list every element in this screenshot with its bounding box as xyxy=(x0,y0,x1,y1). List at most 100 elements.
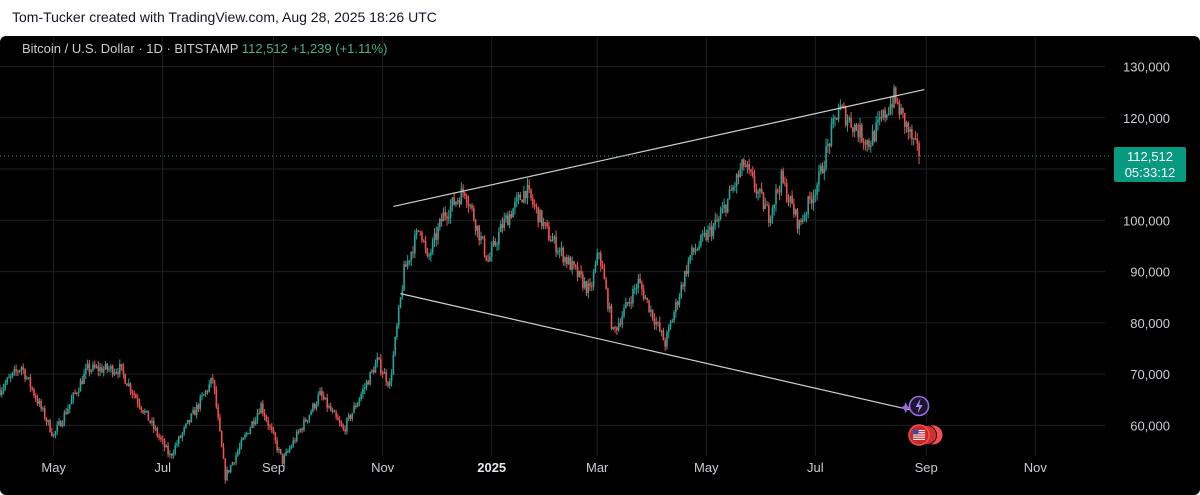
candle xyxy=(542,217,545,230)
candle-body xyxy=(340,422,343,426)
candle-body xyxy=(705,232,708,240)
event-markers[interactable] xyxy=(900,395,943,446)
candle xyxy=(440,213,443,227)
candle-body xyxy=(351,412,354,419)
candle xyxy=(206,389,209,395)
candle xyxy=(399,296,402,309)
candle-body xyxy=(251,421,253,428)
candle xyxy=(755,183,758,199)
candle-body xyxy=(446,216,448,219)
candle xyxy=(249,426,252,435)
candle-body xyxy=(864,142,867,145)
candle xyxy=(494,237,497,248)
candle xyxy=(823,160,826,181)
candle xyxy=(902,107,904,119)
candle-body xyxy=(574,265,577,267)
candle xyxy=(515,192,518,208)
candle-body xyxy=(591,286,593,288)
candle-body xyxy=(548,226,550,241)
candle xyxy=(546,219,548,229)
candle-body xyxy=(244,435,246,438)
candle-body xyxy=(296,431,298,442)
x-tick-label: Mar xyxy=(586,460,609,475)
candle xyxy=(490,241,493,262)
candle-body xyxy=(344,429,346,432)
candle xyxy=(716,213,718,223)
candle-body xyxy=(213,380,216,390)
candle-body xyxy=(397,307,400,326)
candle xyxy=(696,247,699,252)
candle xyxy=(614,325,616,334)
candle xyxy=(455,201,457,208)
candle-body xyxy=(262,403,264,413)
candle-body xyxy=(476,225,479,231)
candle xyxy=(746,161,749,174)
candle-body xyxy=(152,420,155,429)
candle-body xyxy=(197,404,200,409)
candle xyxy=(290,444,293,450)
candle-body xyxy=(835,117,838,120)
candle-body xyxy=(773,204,776,209)
candle-body xyxy=(723,204,725,208)
last-price: 112,512 xyxy=(241,41,288,56)
candle-body xyxy=(871,131,874,146)
candle-body xyxy=(515,197,518,202)
candle-body xyxy=(113,372,116,375)
candle-body xyxy=(4,383,7,388)
candle-body xyxy=(174,445,177,454)
candle xyxy=(540,209,543,230)
candle xyxy=(566,254,568,269)
candle-body xyxy=(539,210,541,223)
price-axis[interactable]: 60,000 70,000 80,000 90,000 100,000 120,000 13… xyxy=(1123,60,1170,434)
candle xyxy=(632,285,634,308)
candle-body xyxy=(451,197,454,206)
candle-body xyxy=(331,410,334,412)
candle-body xyxy=(68,404,71,409)
candle xyxy=(254,416,257,426)
candle xyxy=(691,244,693,261)
candle-body xyxy=(290,446,293,449)
candle-body xyxy=(76,392,78,394)
candle xyxy=(376,352,379,368)
time-axis[interactable]: May Jul Sep Nov 2025 Mar May Jul Sep Nov xyxy=(41,460,1047,475)
chart-frame[interactable]: 60,000 70,000 80,000 90,000 100,000 120,000 13… xyxy=(0,36,1200,495)
candle-body xyxy=(231,462,234,466)
candle xyxy=(728,185,731,200)
candle xyxy=(907,121,910,140)
candle-body xyxy=(110,365,112,369)
candle-body xyxy=(115,372,118,374)
candle-body xyxy=(422,240,425,242)
candle-body xyxy=(691,247,693,256)
candle xyxy=(233,462,236,466)
candle-body xyxy=(889,104,892,114)
trendlines[interactable] xyxy=(393,88,925,414)
candle xyxy=(70,394,73,405)
candle-body xyxy=(376,357,379,364)
candlestick-chart[interactable]: 60,000 70,000 80,000 90,000 100,000 120,000 13… xyxy=(0,36,1200,495)
candle xyxy=(170,453,173,459)
candle-body xyxy=(528,185,531,190)
candle-body xyxy=(95,366,98,368)
candle-body xyxy=(362,389,364,395)
candle-body xyxy=(578,270,581,277)
candle xyxy=(571,256,573,275)
candle-body xyxy=(219,417,221,431)
candle xyxy=(86,359,89,371)
candle xyxy=(396,322,398,340)
candle xyxy=(617,317,620,332)
candle xyxy=(523,185,525,204)
candle-body xyxy=(421,232,423,241)
candle-body xyxy=(533,204,536,206)
y-tick-label: 60,000 xyxy=(1130,418,1170,433)
candle xyxy=(807,195,809,219)
candle-body xyxy=(673,312,675,321)
candle-body xyxy=(15,369,17,372)
candle-body xyxy=(442,211,445,222)
candle xyxy=(122,363,125,379)
candle xyxy=(108,365,110,373)
candle xyxy=(385,368,388,386)
candle xyxy=(335,409,337,420)
candle-body xyxy=(269,426,271,428)
candle xyxy=(650,305,652,317)
candle-body xyxy=(660,330,663,332)
